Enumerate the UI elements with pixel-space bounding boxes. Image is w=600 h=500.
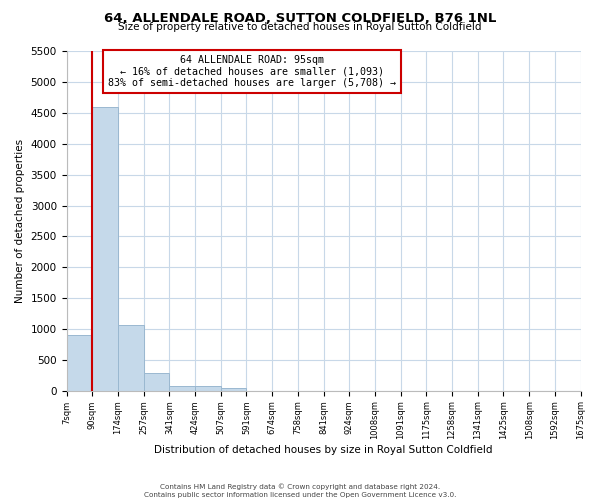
Text: 64, ALLENDALE ROAD, SUTTON COLDFIELD, B76 1NL: 64, ALLENDALE ROAD, SUTTON COLDFIELD, B7… [104,12,496,26]
Text: Contains HM Land Registry data © Crown copyright and database right 2024.
Contai: Contains HM Land Registry data © Crown c… [144,484,456,498]
Bar [67,335,92,390]
X-axis label: Distribution of detached houses by size in Royal Sutton Coldfield: Distribution of detached houses by size … [154,445,493,455]
Bar [143,372,169,390]
Bar [92,107,118,391]
Bar [221,388,247,390]
Bar [195,386,221,390]
Bar [169,386,195,390]
Text: 64 ALLENDALE ROAD: 95sqm
← 16% of detached houses are smaller (1,093)
83% of sem: 64 ALLENDALE ROAD: 95sqm ← 16% of detach… [107,55,395,88]
Y-axis label: Number of detached properties: Number of detached properties [15,139,25,303]
Bar [118,324,143,390]
Text: Size of property relative to detached houses in Royal Sutton Coldfield: Size of property relative to detached ho… [118,22,482,32]
